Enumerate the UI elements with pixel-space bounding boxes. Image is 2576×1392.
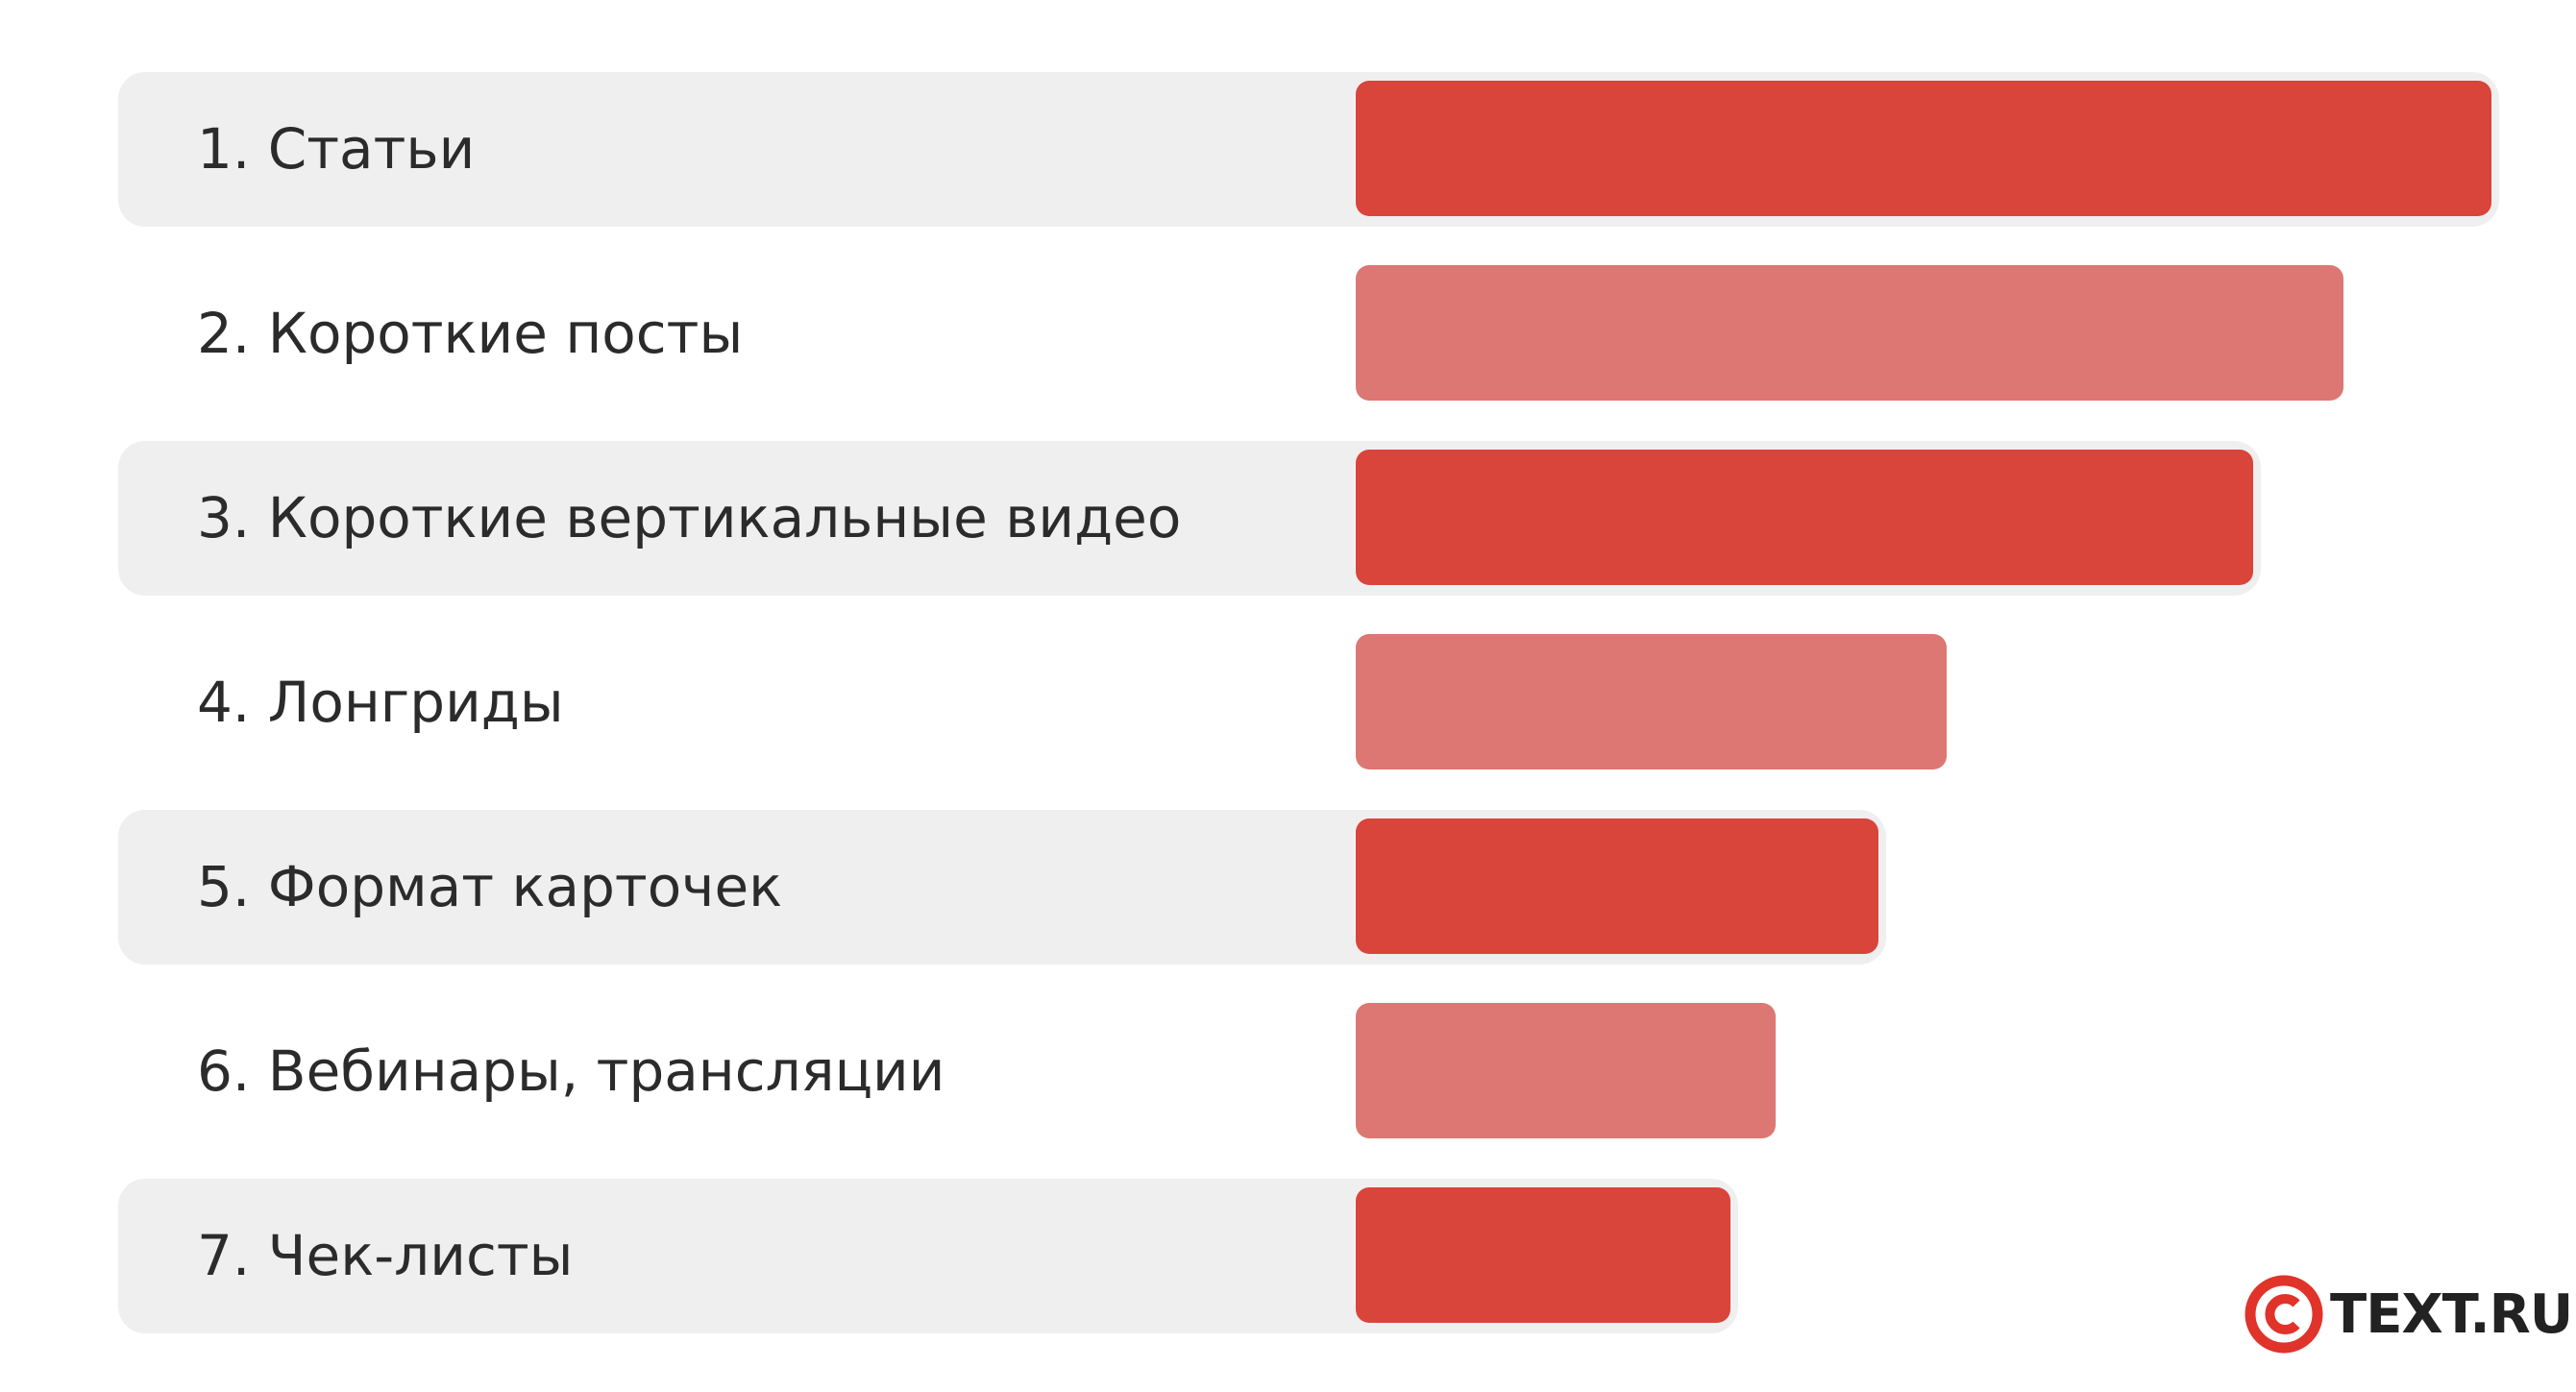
category-label: 4. Лонгриды [197,670,564,735]
bar [1356,818,1878,954]
chart-row: 7. Чек-листы [118,1179,1738,1333]
text-ru-logo: TEXT.RU [2244,1268,2573,1360]
chart-row: 2. Короткие посты [118,256,2351,411]
chart-row: 6. Вебинары, трансляции [118,994,1783,1149]
bar [1356,634,1947,769]
bar [1356,450,2253,585]
logo-text: TEXT.RU [2330,1282,2573,1346]
bar [1356,1187,1730,1323]
bar [1356,1003,1776,1138]
category-label: 1. Статьи [197,116,476,182]
chart-row: 1. Статьи [118,72,2499,227]
category-label: 6. Вебинары, трансляции [197,1038,945,1104]
category-label: 2. Короткие посты [197,301,744,366]
category-label: 3. Короткие вертикальные видео [197,485,1182,550]
bar [1356,265,2343,401]
category-label: 5. Формат карточек [197,854,783,919]
chart-row: 5. Формат карточек [118,810,1886,965]
chart-row: 3. Короткие вертикальные видео [118,441,2261,596]
chart-row: 4. Лонгриды [118,625,1954,780]
category-label: 7. Чек-листы [197,1223,574,1288]
copyright-circle-icon [2245,1275,2323,1354]
bar [1356,81,2491,216]
